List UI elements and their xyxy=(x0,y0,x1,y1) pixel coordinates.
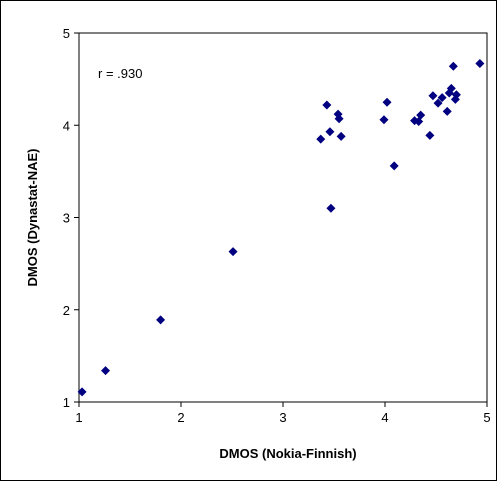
data-point xyxy=(389,161,399,171)
data-point xyxy=(425,130,435,140)
data-point xyxy=(451,90,461,100)
y-tick-label: 5 xyxy=(63,26,70,41)
data-point xyxy=(448,61,458,71)
data-point xyxy=(156,315,166,325)
y-tick-label: 4 xyxy=(63,118,70,133)
data-series xyxy=(77,58,485,397)
x-tick-label: 4 xyxy=(381,410,388,425)
x-axis: 1 2 3 4 5 xyxy=(75,402,491,425)
data-point xyxy=(416,110,426,120)
data-point xyxy=(77,387,87,397)
data-point xyxy=(442,106,452,116)
x-tick-label: 3 xyxy=(279,410,286,425)
plot-area xyxy=(78,32,488,403)
data-point xyxy=(326,203,336,213)
data-point xyxy=(101,366,111,376)
data-point xyxy=(336,131,346,141)
x-tick-label: 5 xyxy=(483,410,490,425)
y-tick-label: 3 xyxy=(63,211,70,226)
x-tick-label: 1 xyxy=(75,410,82,425)
y-axis-title: DMOS (Dynastat-NAE) xyxy=(25,149,40,287)
y-tick-label: 1 xyxy=(63,395,70,410)
data-point xyxy=(316,134,326,144)
data-point xyxy=(446,83,456,93)
data-point xyxy=(325,127,335,137)
data-point xyxy=(428,91,438,101)
y-axis: 1 2 3 4 5 xyxy=(63,26,79,410)
data-point xyxy=(437,93,447,103)
data-point xyxy=(322,100,332,110)
data-point xyxy=(433,98,443,108)
data-point xyxy=(475,58,485,68)
data-point xyxy=(334,114,344,124)
correlation-annotation: r = .930 xyxy=(98,66,142,81)
x-axis-title: DMOS (Nokia-Finnish) xyxy=(219,446,356,461)
y-tick-label: 2 xyxy=(63,303,70,318)
data-point xyxy=(382,97,392,107)
data-point xyxy=(379,115,389,125)
x-tick-label: 2 xyxy=(177,410,184,425)
data-point xyxy=(228,247,238,257)
